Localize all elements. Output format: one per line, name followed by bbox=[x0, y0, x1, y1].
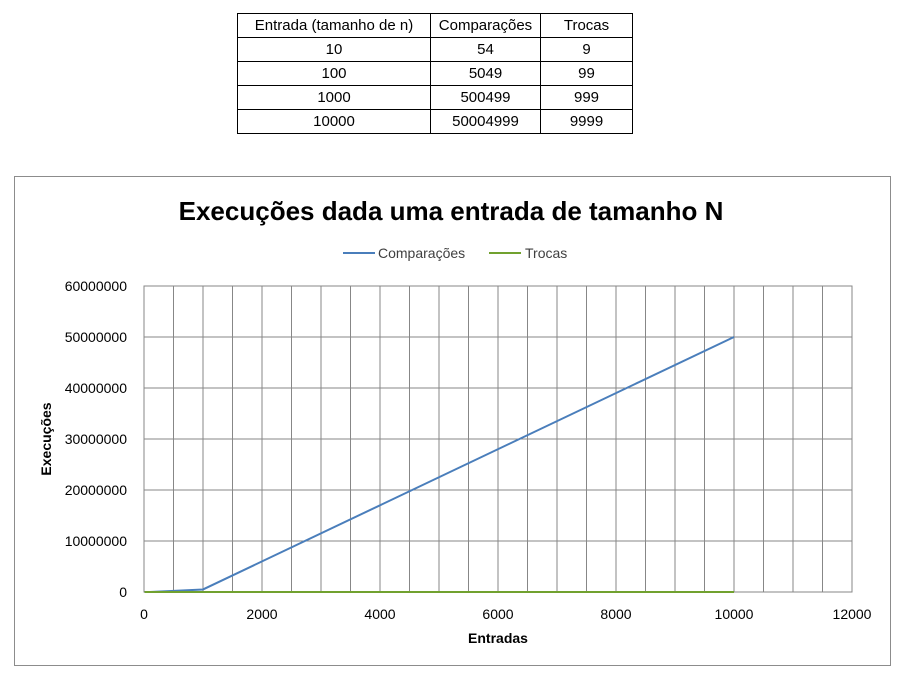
y-tick-label: 60000000 bbox=[65, 278, 128, 294]
table-header-cell: Entrada (tamanho de n) bbox=[237, 13, 431, 38]
legend-label-trocas: Trocas bbox=[525, 245, 567, 261]
chart-svg: Execuções dada uma entrada de tamanho N … bbox=[38, 196, 872, 646]
x-tick-label: 10000 bbox=[715, 606, 754, 622]
table-cell: 999 bbox=[540, 85, 633, 110]
table-cell: 54 bbox=[430, 37, 541, 62]
y-tick-label: 20000000 bbox=[65, 482, 128, 498]
y-axis-title: Execuções bbox=[38, 402, 54, 475]
table-header-row: Entrada (tamanho de n) Comparações Troca… bbox=[237, 13, 633, 38]
tick-layer: 0 2000 4000 6000 8000 10000 12000 0 10000000 2000… bbox=[65, 278, 872, 622]
x-tick-label: 12000 bbox=[833, 606, 872, 622]
table-row: 10 54 9 bbox=[237, 37, 633, 62]
y-tick-label: 0 bbox=[119, 584, 127, 600]
table-row: 10000 50004999 9999 bbox=[237, 109, 633, 134]
x-tick-label: 4000 bbox=[364, 606, 395, 622]
y-tick-label: 40000000 bbox=[65, 380, 128, 396]
legend: Comparações Trocas bbox=[343, 245, 567, 261]
table-cell: 9999 bbox=[540, 109, 633, 134]
series-layer bbox=[144, 336, 735, 593]
legend-label-comparacoes: Comparações bbox=[378, 245, 465, 261]
table-cell: 10 bbox=[237, 37, 431, 62]
table-row: 100 5049 99 bbox=[237, 61, 633, 86]
x-tick-label: 2000 bbox=[246, 606, 277, 622]
data-table: Entrada (tamanho de n) Comparações Troca… bbox=[237, 13, 633, 134]
table-cell: 50004999 bbox=[430, 109, 541, 134]
table-cell: 500499 bbox=[430, 85, 541, 110]
x-tick-label: 6000 bbox=[482, 606, 513, 622]
y-tick-label: 10000000 bbox=[65, 533, 128, 549]
chart-container: Execuções dada uma entrada de tamanho N … bbox=[14, 176, 891, 666]
table-cell: 100 bbox=[237, 61, 431, 86]
table-cell: 10000 bbox=[237, 109, 431, 134]
table-cell: 99 bbox=[540, 61, 633, 86]
table-cell: 9 bbox=[540, 37, 633, 62]
table-row: 1000 500499 999 bbox=[237, 85, 633, 110]
table-cell: 1000 bbox=[237, 85, 431, 110]
grid-layer bbox=[144, 286, 852, 592]
x-axis-title: Entradas bbox=[468, 630, 528, 646]
chart-title: Execuções dada uma entrada de tamanho N bbox=[179, 196, 724, 226]
table-cell: 5049 bbox=[430, 61, 541, 86]
y-tick-label: 50000000 bbox=[65, 329, 128, 345]
table-header-cell: Comparações bbox=[430, 13, 541, 38]
y-tick-label: 30000000 bbox=[65, 431, 128, 447]
x-tick-label: 0 bbox=[140, 606, 148, 622]
x-tick-label: 8000 bbox=[600, 606, 631, 622]
table-header-cell: Trocas bbox=[540, 13, 633, 38]
